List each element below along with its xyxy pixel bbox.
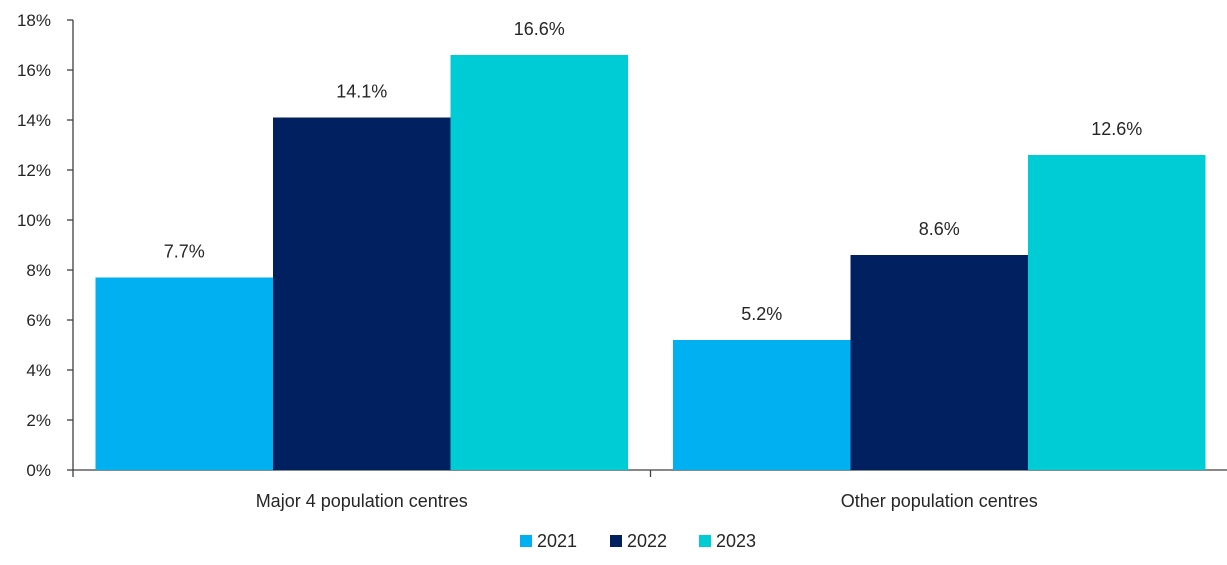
legend-label: 2021 [537, 531, 577, 551]
legend-item-2022: 2022 [610, 531, 667, 551]
category-label: Other population centres [841, 491, 1038, 511]
legend-swatch [699, 535, 711, 547]
y-tick-label: 6% [26, 311, 51, 330]
data-labels: 7.7% 14.1% 16.6% 5.2% 8.6% 12.6% [164, 19, 1143, 324]
bar-2021-1 [95, 277, 273, 470]
legend-label: 2023 [716, 531, 756, 551]
bar-2023-1 [450, 55, 628, 470]
category-label: Major 4 population centres [256, 491, 468, 511]
legend-swatch [610, 535, 622, 547]
data-label: 8.6% [919, 219, 960, 239]
legend-label: 2022 [627, 531, 667, 551]
data-label: 14.1% [336, 82, 387, 102]
bar-2022-2 [850, 255, 1028, 470]
legend-item-2023: 2023 [699, 531, 756, 551]
legend-item-2021: 2021 [520, 531, 577, 551]
y-tick-label: 16% [17, 61, 51, 80]
y-tick-label: 4% [26, 361, 51, 380]
legend-swatch [520, 535, 532, 547]
bar-2021-2 [673, 340, 851, 470]
bar-2022-1 [273, 117, 451, 470]
y-tick-label: 18% [17, 11, 51, 30]
y-tick-label: 0% [26, 461, 51, 480]
data-label: 16.6% [514, 19, 565, 39]
data-label: 5.2% [741, 304, 782, 324]
y-axis: 0% 2% 4% 6% 8% 10% 12% 14% 16% 18% [17, 11, 74, 480]
y-tick-label: 14% [17, 111, 51, 130]
y-tick-label: 10% [17, 211, 51, 230]
data-label: 7.7% [164, 242, 205, 262]
y-tick-label: 2% [26, 411, 51, 430]
y-tick-label: 8% [26, 261, 51, 280]
data-label: 12.6% [1091, 119, 1142, 139]
legend: 2021 2022 2023 [520, 531, 756, 551]
bar-2023-2 [1028, 155, 1206, 470]
x-axis: Major 4 population centres Other populati… [72, 469, 1227, 511]
y-tick-label: 12% [17, 161, 51, 180]
bars [95, 55, 1206, 470]
